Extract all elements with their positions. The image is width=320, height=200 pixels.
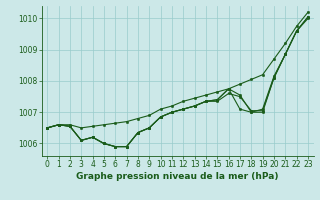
- X-axis label: Graphe pression niveau de la mer (hPa): Graphe pression niveau de la mer (hPa): [76, 172, 279, 181]
